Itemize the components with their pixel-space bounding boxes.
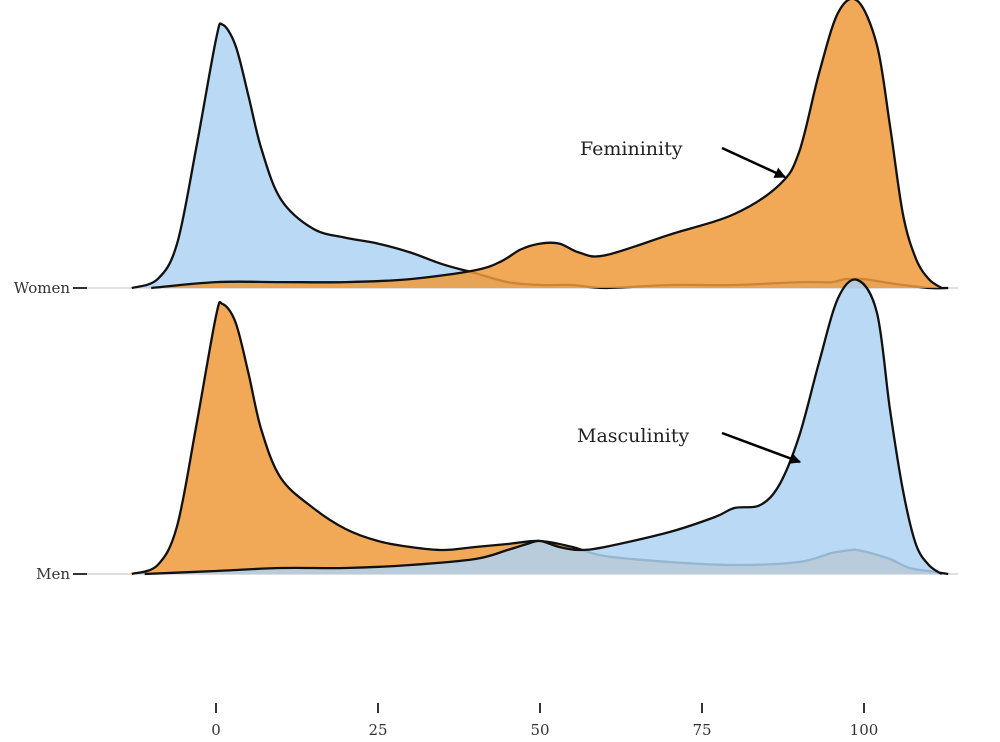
density-area-women-orange <box>151 0 942 288</box>
density-line-men-blue <box>144 278 943 576</box>
row-men <box>131 278 949 576</box>
density-area-women-blue <box>131 23 949 289</box>
annotation-arrow-men <box>721 431 802 464</box>
density-areas <box>131 0 949 576</box>
row-label-men: Men <box>36 565 70 583</box>
x-tick-label-25: 25 <box>368 721 387 739</box>
x-tick-label-0: 0 <box>211 721 221 739</box>
row-labels: Women Men <box>14 279 87 583</box>
x-tick-label-75: 75 <box>692 721 711 739</box>
annotation-arrow-women <box>721 146 787 179</box>
density-line-women-orange <box>151 0 943 290</box>
x-tick-label-50: 50 <box>530 721 549 739</box>
annotations: Femininity Masculinity <box>577 138 802 464</box>
annotation-femininity: Femininity <box>580 138 683 160</box>
row-women <box>131 0 949 290</box>
row-label-women: Women <box>14 279 71 297</box>
annotation-masculinity: Masculinity <box>577 425 690 447</box>
x-tick-label-100: 100 <box>850 721 879 739</box>
x-axis: 0 25 50 75 100 <box>211 703 878 739</box>
density-area-men-blue <box>144 279 942 574</box>
